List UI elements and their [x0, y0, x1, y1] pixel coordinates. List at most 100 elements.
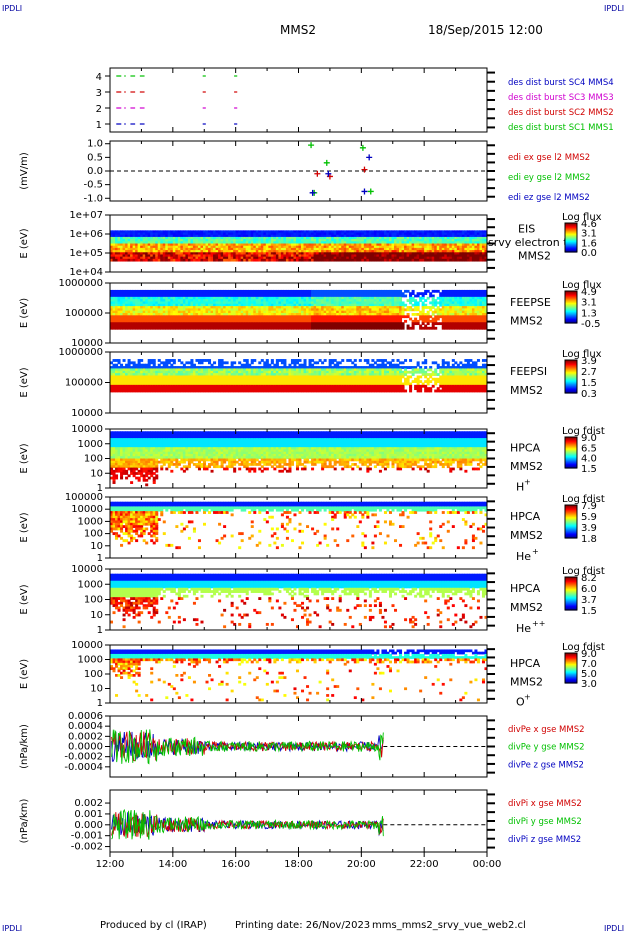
- heatmap-cell: [225, 319, 229, 323]
- heatmap-cell: [341, 245, 345, 249]
- heatmap-cell: [318, 322, 322, 326]
- heatmap-cell: [165, 317, 169, 321]
- heatmap-cell: [326, 303, 330, 307]
- heatmap-cell: [197, 254, 201, 258]
- heatmap-cell: [240, 315, 244, 319]
- heatmap-cell: [311, 322, 315, 326]
- heatmap-cell: [333, 289, 337, 293]
- heatmap-cell: [454, 317, 458, 321]
- heatmap-cell: [152, 256, 156, 260]
- heatmap-cell: [301, 250, 305, 253]
- heatmap-cell: [313, 289, 317, 293]
- heatmap-cell: [258, 326, 262, 330]
- heatmap-cell: [356, 234, 360, 238]
- heatmap-cell: [175, 254, 179, 258]
- heatmap-cell: [243, 301, 247, 305]
- heatmap-cell: [326, 292, 330, 296]
- heatmap-cell: [122, 236, 126, 240]
- heatmap-cell: [474, 256, 478, 260]
- heatmap-cell: [115, 232, 119, 236]
- heatmap-cell: [383, 258, 387, 262]
- heatmap-cell: [243, 319, 247, 323]
- heatmap-cell: [150, 236, 154, 240]
- heatmap-cell: [404, 236, 408, 240]
- heatmap-cell: [283, 326, 287, 330]
- heatmap-cell: [436, 254, 440, 258]
- heatmap-cell: [368, 310, 372, 314]
- heatmap-cell: [469, 247, 473, 251]
- heatmap-cell: [172, 299, 176, 302]
- heatmap-cell: [456, 308, 460, 312]
- heatmap-cell: [406, 256, 410, 260]
- heatmap-cell: [376, 254, 380, 258]
- heatmap-cell: [115, 243, 119, 247]
- heatmap-cell: [338, 256, 342, 260]
- heatmap-cell: [197, 258, 201, 262]
- heatmap-cell: [223, 315, 227, 319]
- heatmap-cell: [414, 313, 418, 316]
- heatmap-cell: [165, 236, 169, 240]
- heatmap-cell: [424, 317, 428, 321]
- y-tick-label: 1: [96, 120, 102, 131]
- heatmap-cell: [479, 241, 483, 244]
- heatmap-cell: [182, 296, 186, 300]
- heatmap-cell: [233, 234, 237, 238]
- heatmap-cell: [112, 250, 116, 253]
- heatmap-cell: [165, 313, 169, 316]
- heatmap-cell: [424, 234, 428, 238]
- colorbar-cell: [565, 225, 577, 228]
- heatmap-cell: [301, 230, 305, 234]
- heatmap-cell: [283, 313, 287, 316]
- heatmap-cell: [419, 310, 423, 314]
- heatmap-cell: [464, 250, 468, 253]
- heatmap-cell: [245, 250, 249, 253]
- heatmap-cell: [336, 303, 340, 307]
- heatmap-cell: [185, 243, 189, 247]
- heatmap-cell: [316, 322, 320, 326]
- heatmap-cell: [278, 250, 282, 253]
- heatmap-cell: [175, 306, 179, 309]
- heatmap-cell: [441, 317, 445, 321]
- heatmap-cell: [187, 326, 191, 330]
- heatmap-cell: [441, 319, 445, 323]
- heatmap-cell: [290, 258, 294, 262]
- heatmap-cell: [366, 292, 370, 296]
- heatmap-cell: [268, 241, 272, 244]
- heatmap-cell: [230, 294, 234, 298]
- heatmap-cell: [218, 310, 222, 314]
- heatmap-cell: [446, 324, 450, 328]
- heatmap-cell: [399, 310, 403, 314]
- heatmap-cell: [167, 247, 171, 251]
- colorbar-cell: [565, 239, 577, 241]
- heatmap-cell: [213, 310, 217, 314]
- heatmap-cell: [170, 294, 174, 298]
- heatmap-cell: [235, 258, 239, 262]
- heatmap-cell: [195, 315, 199, 319]
- heatmap-cell: [328, 317, 332, 321]
- heatmap-cell: [208, 324, 212, 328]
- heatmap-cell: [130, 252, 134, 255]
- heatmap-cell: [363, 241, 367, 244]
- heatmap-cell: [306, 306, 310, 309]
- heatmap-cell: [243, 236, 247, 240]
- heatmap-cell: [240, 230, 244, 234]
- heatmap-cell: [117, 294, 121, 298]
- heatmap-cell: [381, 319, 385, 323]
- heatmap-cell: [140, 301, 144, 305]
- heatmap-cell: [250, 299, 254, 302]
- heatmap-cell: [313, 241, 317, 244]
- heatmap-cell: [125, 315, 129, 319]
- heatmap-cell: [245, 301, 249, 305]
- heatmap-cell: [416, 252, 420, 255]
- heatmap-cell: [137, 236, 141, 240]
- heatmap-cell: [343, 303, 347, 307]
- heatmap-cell: [421, 322, 425, 326]
- heatmap-cell: [258, 319, 262, 323]
- heatmap-cell: [135, 317, 139, 321]
- heatmap-cell: [396, 254, 400, 258]
- heatmap-cell: [308, 247, 312, 251]
- heatmap-cell: [328, 299, 332, 302]
- heatmap-cell: [371, 315, 375, 319]
- heatmap-cell: [172, 294, 176, 298]
- heatmap-cell: [167, 245, 171, 249]
